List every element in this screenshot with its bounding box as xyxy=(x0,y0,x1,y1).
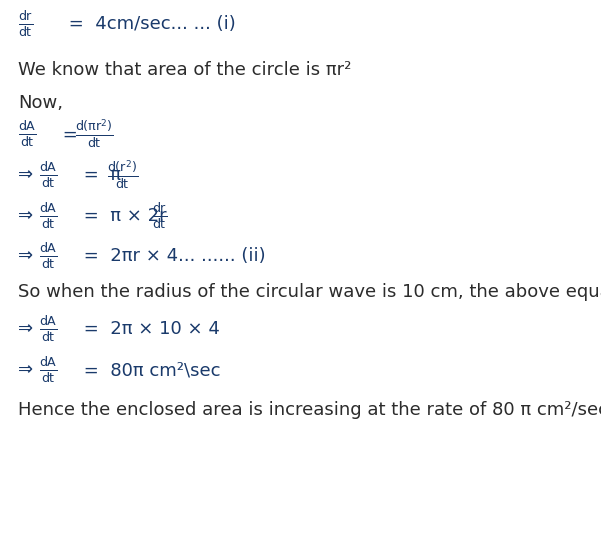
Text: $\frac{\mathrm{d(\pi r^2)}}{\mathrm{dt}}$: $\frac{\mathrm{d(\pi r^2)}}{\mathrm{dt}}… xyxy=(75,118,114,151)
Text: $\frac{\mathrm{dr}}{\mathrm{dt}}$: $\frac{\mathrm{dr}}{\mathrm{dt}}$ xyxy=(152,201,167,231)
Text: =  4cm/sec... ... (i): = 4cm/sec... ... (i) xyxy=(63,15,236,33)
Text: =  2π × 10 × 4: = 2π × 10 × 4 xyxy=(78,320,220,339)
Text: Hence the enclosed area is increasing at the rate of 80 π cm²/sec: Hence the enclosed area is increasing at… xyxy=(18,400,601,419)
Text: $\frac{\mathrm{dA}}{\mathrm{dt}}$: $\frac{\mathrm{dA}}{\mathrm{dt}}$ xyxy=(39,355,58,385)
Text: =  2πr × 4... ...... (ii): = 2πr × 4... ...... (ii) xyxy=(78,247,266,265)
Text: $\frac{\mathrm{dA}}{\mathrm{dt}}$: $\frac{\mathrm{dA}}{\mathrm{dt}}$ xyxy=(18,120,37,150)
Text: So when the radius of the circular wave is 10 cm, the above equation becomes,: So when the radius of the circular wave … xyxy=(18,283,601,301)
Text: =  π × 2r: = π × 2r xyxy=(78,207,166,225)
Text: ⇒: ⇒ xyxy=(18,247,33,265)
Text: =  π: = π xyxy=(78,166,121,184)
Text: Now,: Now, xyxy=(18,93,63,112)
Text: $\frac{\mathrm{d(r^2)}}{\mathrm{dt}}$: $\frac{\mathrm{d(r^2)}}{\mathrm{dt}}$ xyxy=(107,159,138,192)
Text: ⇒: ⇒ xyxy=(18,166,33,184)
Text: $\frac{\mathrm{dA}}{\mathrm{dt}}$: $\frac{\mathrm{dA}}{\mathrm{dt}}$ xyxy=(39,201,58,231)
Text: $\frac{\mathrm{dA}}{\mathrm{dt}}$: $\frac{\mathrm{dA}}{\mathrm{dt}}$ xyxy=(39,241,58,271)
Text: $\frac{\mathrm{dA}}{\mathrm{dt}}$: $\frac{\mathrm{dA}}{\mathrm{dt}}$ xyxy=(39,315,58,344)
Text: We know that area of the circle is πr²: We know that area of the circle is πr² xyxy=(18,61,352,80)
Text: ⇒: ⇒ xyxy=(18,320,33,339)
Text: =: = xyxy=(57,125,78,144)
Text: $\frac{\mathrm{dA}}{\mathrm{dt}}$: $\frac{\mathrm{dA}}{\mathrm{dt}}$ xyxy=(39,160,58,190)
Text: ⇒: ⇒ xyxy=(18,207,33,225)
Text: =  80π cm²\sec: = 80π cm²\sec xyxy=(78,361,221,379)
Text: $\frac{\mathrm{dr}}{\mathrm{dt}}$: $\frac{\mathrm{dr}}{\mathrm{dt}}$ xyxy=(18,9,33,39)
Text: ⇒: ⇒ xyxy=(18,361,33,379)
